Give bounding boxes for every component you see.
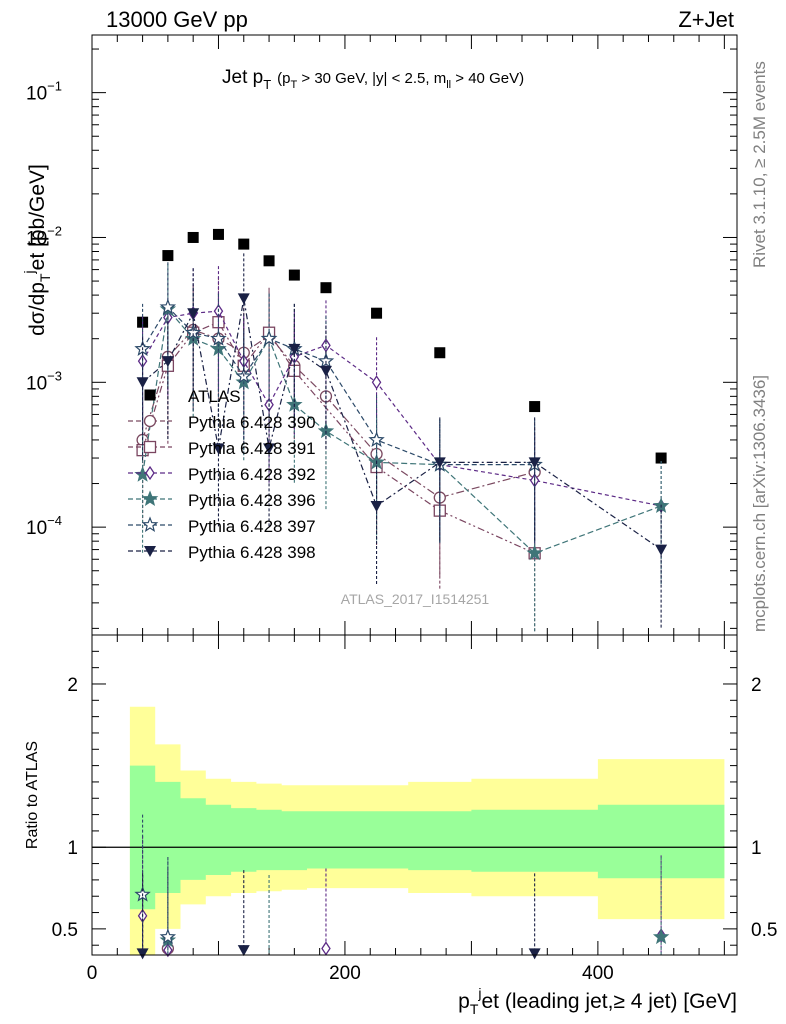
main-ylabel: dσ/dpTjet [pb/GeV]	[21, 164, 53, 336]
ratio-series	[134, 814, 670, 960]
data-point	[263, 255, 275, 267]
ratio-point	[136, 948, 149, 960]
data-point	[368, 431, 385, 447]
main-title: Jet pT (pT > 30 GeV, |y| < 2.5, mll > 40 …	[222, 67, 524, 92]
series-line	[141, 307, 662, 554]
mcplots-label: mcplots.cern.ch [arXiv:1306.3436]	[750, 375, 769, 632]
data-point	[263, 443, 276, 455]
ratio-point	[321, 941, 331, 956]
data-point	[655, 452, 667, 464]
data-point	[529, 401, 541, 413]
main-y-ticks: 10−1 10−2 10−3 10−4	[26, 35, 737, 635]
legend-label: Pythia 6.428 391	[188, 439, 316, 458]
data-point	[187, 308, 200, 320]
legend-label: Pythia 6.428 398	[188, 543, 316, 562]
data-point	[161, 356, 174, 368]
main-panel: Jet pT (pT > 30 GeV, |y| < 2.5, mll > 40 …	[21, 34, 738, 636]
legend-marker	[145, 465, 155, 481]
data-point	[371, 307, 383, 319]
header-left: 13000 GeV pp	[106, 7, 248, 32]
ratio-frame	[91, 634, 738, 956]
series-line	[142, 298, 662, 551]
rivet-label: Rivet 3.1.10, ≥ 2.5M events	[750, 61, 769, 268]
ratio-y-tick-label: 2	[67, 675, 78, 696]
ratio-y-ticks: 0.5 0.5 1 1 2 2	[52, 650, 777, 946]
inner-uncertainty-band	[129, 765, 725, 910]
ratio-point	[528, 948, 541, 960]
legend-label: Pythia 6.428 392	[188, 465, 316, 484]
data-point	[288, 343, 301, 355]
x-tick-label: 400	[582, 963, 614, 984]
data-point	[187, 231, 199, 243]
ratio-y-tick-label-right: 0.5	[751, 920, 777, 941]
data-point	[655, 544, 668, 556]
header-right: Z+Jet	[678, 7, 734, 32]
ratio-point	[652, 928, 670, 945]
data-point	[159, 298, 177, 315]
data-point	[162, 250, 174, 262]
legend-item: Pythia 6.428 398	[128, 543, 316, 562]
ratio-uncertainty-bands	[92, 706, 737, 955]
data-point	[212, 443, 225, 455]
legend-label: Pythia 6.428 390	[188, 413, 316, 432]
data-point	[210, 330, 227, 346]
data-point	[260, 330, 278, 346]
x-tick-label: 0	[87, 963, 98, 984]
legend-label: ATLAS	[188, 387, 241, 406]
data-point	[238, 238, 250, 250]
data-point	[433, 457, 446, 469]
legend-item: Pythia 6.428 396	[128, 490, 316, 510]
ratio-point	[163, 942, 173, 958]
ratio-point	[237, 945, 250, 957]
data-point	[212, 228, 224, 240]
legend-item: ATLAS	[144, 387, 241, 406]
main-y-tick-label: 10−1	[26, 79, 62, 105]
ratio-point	[159, 928, 177, 945]
ratio-x-ticks: 0 200 400	[87, 635, 725, 984]
data-point	[317, 352, 335, 369]
legend: ATLAS Pythia 6.428 390 Pythia 6.428 391 Pyt…	[128, 387, 316, 562]
legend-marker	[144, 546, 156, 557]
data-point	[528, 457, 541, 469]
analysis-id: ATLAS_2017_I1514251	[341, 591, 490, 607]
legend-label: Pythia 6.428 397	[188, 517, 316, 536]
legend-item: Pythia 6.428 391	[128, 439, 316, 458]
legend-marker	[143, 414, 157, 428]
data-point	[371, 375, 382, 390]
data-point	[136, 377, 149, 389]
data-point	[434, 347, 446, 359]
ratio-y-tick-label: 1	[67, 838, 78, 859]
data-point	[370, 500, 383, 512]
main-series	[134, 228, 670, 634]
legend-item: Pythia 6.428 392	[128, 465, 316, 484]
legend-item: Pythia 6.428 390	[128, 413, 316, 432]
main-y-tick-label: 10−3	[26, 368, 62, 394]
legend-label: Pythia 6.428 396	[188, 491, 316, 510]
data-point	[288, 269, 300, 281]
data-point	[319, 365, 332, 377]
x-axis-label: pTjet (leading jet,≥ 4 jet) [GeV]	[458, 985, 737, 1017]
ratio-panel: 0.5 0.5 1 1 2 2 0 200 400 Ratio to ATLAS pTjet …	[24, 634, 777, 1017]
legend-item: Pythia 6.428 397	[128, 516, 316, 536]
main-y-tick-label: 10−4	[26, 513, 62, 539]
legend-marker	[144, 389, 156, 401]
ratio-ylabel: Ratio to ATLAS	[24, 741, 41, 849]
ratio-y-tick-label-right: 2	[751, 675, 762, 696]
legend-marker	[143, 440, 157, 454]
series-pythia-6-428-398	[136, 253, 668, 630]
data-point	[237, 293, 250, 305]
legend-marker	[141, 516, 159, 533]
ratio-series-pythia-6-428-398	[136, 870, 541, 960]
main-y-tick-label: 10−2	[26, 223, 62, 249]
x-tick-label: 200	[329, 963, 361, 984]
data-point	[526, 544, 543, 561]
ratio-y-tick-label-right: 1	[751, 838, 762, 859]
data-point	[320, 282, 332, 294]
legend-marker	[141, 490, 159, 507]
ratio-y-tick-label: 0.5	[52, 920, 78, 941]
